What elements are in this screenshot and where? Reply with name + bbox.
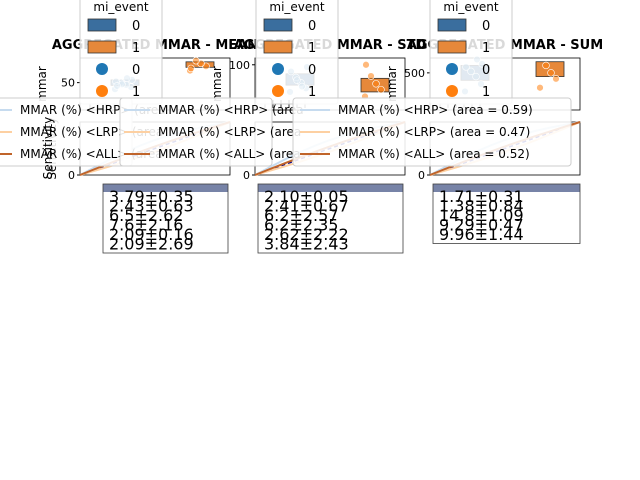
ytick-label: 500 [404, 67, 425, 80]
roc-legend-label: MMAR (%) <HRP> (area = 0.59) [338, 103, 533, 117]
table-cell: 1.38±0.84 [439, 197, 524, 216]
legend-label: 1 [308, 41, 316, 56]
legend-dot-swatch [96, 85, 108, 97]
table-cell: 3.84±2.43 [264, 235, 349, 254]
summary-table: 3.79±0.352.43±0.636.5±2.627.6±2.162.09±0… [102, 183, 229, 254]
legend-title: mi_event [269, 0, 324, 14]
lower-ylabel: Sensitivity [41, 117, 55, 179]
table-frame [102, 183, 229, 254]
legend-label: 1 [132, 85, 140, 100]
ytick-label: 50 [61, 77, 75, 90]
legend-dot-swatch [272, 63, 284, 75]
table-frame [432, 183, 581, 244]
legend-label: 0 [132, 19, 140, 34]
legend-box-swatch [263, 40, 293, 54]
roc-ytick-label: 0 [68, 169, 75, 182]
legend-title: mi_event [443, 0, 498, 14]
table-cell: 7.6±2.16 [109, 216, 183, 235]
upper-ylabel: mmar [210, 66, 224, 102]
table-cell: 2.10±0.05 [264, 187, 349, 206]
table-frame [257, 183, 404, 254]
roc-legend-frame [292, 97, 572, 167]
strip-point [377, 85, 385, 94]
upper-ylabel: mmar [385, 66, 399, 102]
table-cell: 9.29±0.47 [439, 216, 524, 235]
table-cell: 2.43±0.63 [109, 197, 194, 216]
roc-ytick-label: 0 [418, 169, 425, 182]
legend-box-swatch [87, 40, 117, 54]
series-1 [535, 61, 565, 92]
legend-box-swatch [263, 18, 293, 32]
legend-label: 0 [308, 19, 316, 34]
legend-dot-swatch [96, 63, 108, 75]
table-cell: 9.96±1.44 [439, 225, 524, 244]
table-cell: 6.2±2.35 [264, 216, 338, 235]
table-cell: 2.62±2.22 [264, 225, 349, 244]
roc-legend-label: MMAR (%) <HRP> (area [158, 103, 304, 117]
legend-dot-swatch [446, 85, 458, 97]
legend-dot-swatch [446, 63, 458, 75]
strip-point [536, 84, 544, 92]
strip-point [187, 64, 195, 73]
strip-point [192, 57, 200, 65]
legend-box-swatch [87, 18, 117, 32]
legend-label: 0 [308, 63, 316, 78]
roc-legend-partial-2: MMAR (%) <HRP> (area MMAR (%) <LRP> (area… [119, 97, 304, 167]
series-1 [185, 57, 215, 75]
table-header-band [103, 184, 228, 192]
summary-table: 2.10±0.052.41±0.676.2±2.576.2±2.352.62±2… [257, 183, 404, 254]
top-legend-1: mi_event 0 1 0 1 [79, 0, 163, 105]
table-header-band [258, 184, 403, 192]
strip-point [547, 69, 555, 77]
strip-point [552, 75, 560, 83]
strip-point [372, 80, 380, 88]
table-cell: 6.2±2.57 [264, 206, 338, 225]
roc-legend-frame [119, 97, 273, 167]
strip-point [542, 61, 550, 70]
top-legend-2: mi_event 0 1 0 1 [255, 0, 339, 105]
series-1 [360, 61, 390, 101]
legend-label: 1 [482, 41, 490, 56]
table-cell: 14.8±1.09 [439, 206, 524, 225]
legend-box-swatch [437, 18, 467, 32]
upper-ylabel: mmar [35, 66, 49, 102]
table-header-band [433, 184, 580, 192]
ytick-label: 100 [229, 59, 250, 72]
table-cell: 6.5±2.62 [109, 206, 183, 225]
legend-label: 1 [482, 85, 490, 100]
roc-legend-label: MMAR (%) <LRP> (area = 0.47) [338, 125, 530, 139]
roc-legend-full: MMAR (%) <HRP> (area = 0.59) MMAR (%) <LR… [292, 97, 572, 167]
legend-label: 0 [482, 19, 490, 34]
table-cell: 3.79±0.35 [109, 187, 194, 206]
legend-label: 1 [308, 85, 316, 100]
top-legend-3: mi_event 0 1 0 1 [429, 0, 513, 105]
roc-legend-label: MMAR (%) <ALL> (area [158, 147, 301, 161]
legend-title: mi_event [93, 0, 148, 14]
legend-label: 1 [132, 41, 140, 56]
legend-label: 0 [482, 63, 490, 78]
table-cell: 2.41±0.67 [264, 197, 349, 216]
strip-point [362, 61, 370, 69]
table-cell: 2.09±2.69 [109, 235, 194, 254]
table-cell: 2.09±0.16 [109, 225, 194, 244]
summary-table: 1.71±0.311.38±0.8414.8±1.099.29±0.479.96… [432, 183, 581, 244]
legend-label: 0 [132, 63, 140, 78]
roc-legend-label: MMAR (%) <ALL> (area = 0.52) [338, 147, 530, 161]
roc-ytick-label: 0 [243, 169, 250, 182]
legend-dot-swatch [272, 85, 284, 97]
roc-legend-label: MMAR (%) <LRP> (area [158, 125, 301, 139]
legend-box-swatch [437, 40, 467, 54]
strip-point [367, 72, 375, 80]
table-cell: 1.71±0.31 [439, 187, 524, 206]
